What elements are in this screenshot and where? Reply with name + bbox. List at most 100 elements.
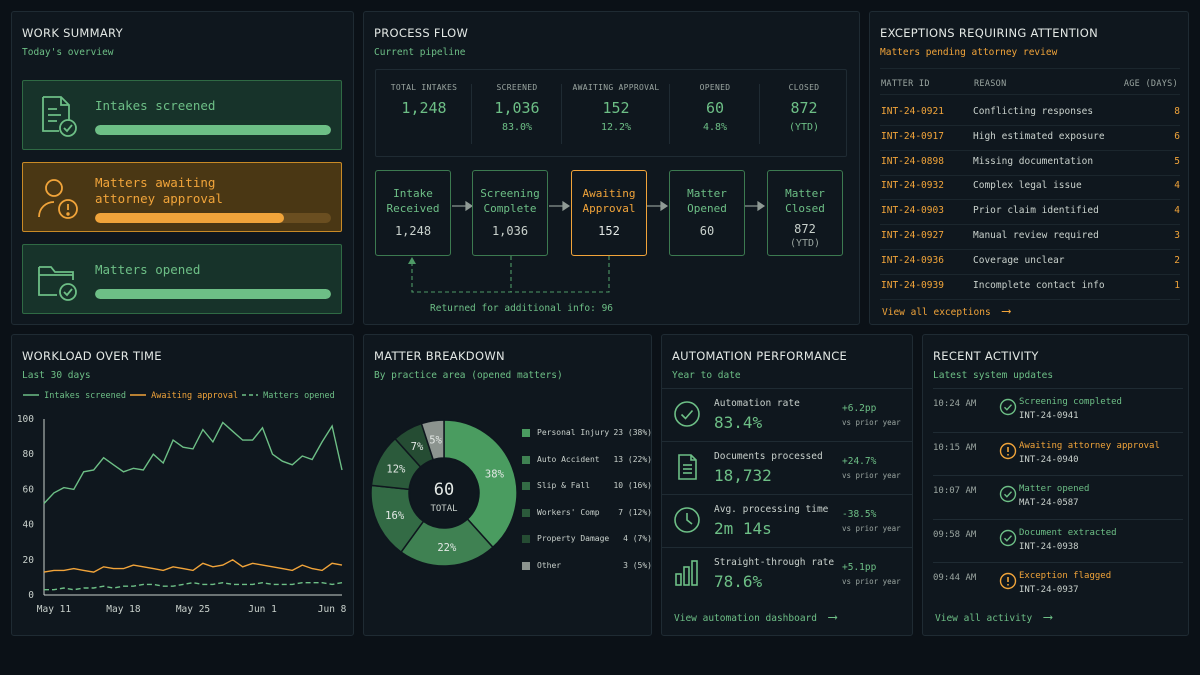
- legend-count: 23 (38%): [613, 428, 652, 437]
- legend-label: Slip & Fall: [537, 481, 590, 491]
- activity-event: Exception flagged: [1019, 571, 1112, 581]
- matter-id[interactable]: INT-24-0927: [881, 230, 944, 241]
- metric-period: vs prior year: [842, 418, 901, 427]
- activity-item[interactable]: 10:15 AM Awaiting attorney approval INT-24…: [933, 431, 1183, 475]
- node-subvalue: (YTD): [789, 238, 821, 249]
- matter-id[interactable]: INT-24-0932: [881, 180, 944, 192]
- node-value: 1,248: [394, 224, 432, 238]
- matter-id[interactable]: INT-24-0939: [881, 279, 944, 291]
- panel-subtitle: Latest system updates: [933, 370, 1054, 381]
- activity-time: 09:44 AM: [933, 573, 977, 583]
- matter-id[interactable]: INT-24-0917: [881, 130, 944, 142]
- matter-breakdown-panel: MATTER BREAKDOWN By practice area (opene…: [363, 334, 652, 636]
- legend-swatch: [23, 394, 39, 396]
- check-circle-icon: [674, 401, 700, 427]
- metric-value: 18,732: [714, 466, 772, 485]
- legend-label: Matters opened: [263, 391, 335, 401]
- awaiting-approval-card[interactable]: Matters awaiting attorney approval: [22, 162, 342, 232]
- reason: High estimated exposure: [973, 130, 1105, 142]
- legend-item: Slip & Fall 10 (16%): [522, 480, 651, 494]
- legend-swatch: [522, 535, 530, 544]
- table-row[interactable]: INT-24-0939 Incomplete contact info 1: [880, 274, 1180, 300]
- table-row[interactable]: INT-24-0898 Missing documentation 5: [880, 150, 1180, 176]
- legend-item: Other 3 (5%): [522, 560, 651, 574]
- table-row[interactable]: INT-24-0921 Conflicting responses 8: [880, 100, 1180, 126]
- clock-icon: [674, 507, 700, 533]
- view-automation-dashboard-link[interactable]: View automation dashboard ⟶: [674, 610, 837, 625]
- document-check-icon: [42, 96, 77, 137]
- progress-fill: [95, 125, 331, 135]
- flow-node-matter-closed[interactable]: Matter Closed 872 (YTD): [767, 170, 843, 256]
- node-label: Matter Opened: [687, 187, 727, 215]
- check-circle-icon: [999, 529, 1017, 546]
- metric-label: Avg. processing time: [714, 504, 829, 515]
- activity-event: Matter opened: [1019, 484, 1090, 494]
- activity-item[interactable]: 09:58 AM Document extracted INT-24-0938: [933, 518, 1183, 562]
- table-row[interactable]: INT-24-0927 Manual review required 3: [880, 224, 1180, 250]
- legend-count: 13 (22%): [613, 454, 652, 464]
- node-label: Screening Complete: [480, 187, 540, 215]
- divider: [471, 84, 472, 144]
- table-row[interactable]: INT-24-0932 Complex legal issue 4: [880, 174, 1180, 201]
- stat-closed: CLOSED 872 (YTD): [760, 70, 848, 156]
- progress-bar: [95, 125, 331, 135]
- activity-item[interactable]: 10:07 AM Matter opened MAT-24-0587: [933, 475, 1183, 518]
- flow-node-matter-opened[interactable]: Matter Opened 60: [669, 170, 745, 256]
- table-row[interactable]: INT-24-0903 Prior claim identified 4: [880, 199, 1180, 226]
- panel-subtitle: Last 30 days: [22, 370, 91, 381]
- exceptions-panel: EXCEPTIONS REQUIRING ATTENTION Matters p…: [869, 11, 1189, 325]
- slice-label: 22%: [437, 542, 457, 554]
- panel-subtitle: Matters pending attorney review: [880, 47, 1058, 58]
- flow-node-intake-received[interactable]: Intake Received 1,248: [375, 170, 451, 256]
- activity-item[interactable]: 10:24 AM Screening completed INT-24-0941: [933, 388, 1183, 431]
- x-tick-label: May 11: [37, 604, 72, 615]
- donut-hole: [410, 459, 478, 527]
- donut-slice: [420, 419, 445, 461]
- panel-subtitle: Year to date: [672, 370, 741, 381]
- view-all-activity-link[interactable]: View all activity ⟶: [935, 610, 1052, 625]
- node-label: Matter Closed: [785, 187, 825, 215]
- matter-id[interactable]: INT-24-0898: [881, 155, 944, 167]
- stat-screened: SCREENED 1,036 83.0%: [472, 70, 562, 156]
- legend-label: Intakes screened: [44, 391, 127, 401]
- stat-awaiting-approval: AWAITING APPROVAL 152 12.2%: [562, 70, 670, 156]
- flow-node-screening-complete[interactable]: Screening Complete 1,036: [472, 170, 548, 256]
- activity-time: 09:58 AM: [933, 529, 977, 540]
- legend-item: Workers' Comp 7 (12%): [522, 507, 651, 521]
- table-row[interactable]: INT-24-0917 High estimated exposure 6: [880, 125, 1180, 151]
- activity-id: INT-24-0937: [1019, 585, 1079, 595]
- metric-processing-time: Avg. processing time 2m 14s -38.5% vs pr…: [662, 494, 912, 547]
- matter-id[interactable]: INT-24-0921: [881, 106, 944, 117]
- link-label: View all exceptions: [882, 307, 991, 318]
- flow-node-awaiting-approval[interactable]: Awaiting Approval 152: [571, 170, 647, 256]
- alert-circle-icon: [999, 572, 1017, 590]
- intakes-screened-card[interactable]: Intakes screened: [22, 80, 342, 150]
- matter-id[interactable]: INT-24-0936: [881, 254, 944, 266]
- view-all-exceptions-link[interactable]: View all exceptions ⟶: [882, 304, 1010, 319]
- y-tick-label: 60: [23, 484, 35, 495]
- age-days: 2: [1174, 254, 1180, 266]
- matters-opened-card[interactable]: Matters opened: [22, 244, 342, 314]
- age-days: 3: [1174, 230, 1180, 241]
- metric-delta: -38.5%: [842, 509, 877, 520]
- reason: Complex legal issue: [973, 180, 1082, 192]
- panel-title: PROCESS FLOW: [374, 26, 469, 40]
- age-days: 4: [1174, 205, 1180, 217]
- activity-item[interactable]: 09:44 AM Exception flagged INT-24-0937: [933, 562, 1183, 605]
- panel-title: WORKLOAD OVER TIME: [22, 349, 162, 363]
- metric-straight-through-rate: Straight-through rate 78.6% +5.1pp vs pr…: [662, 547, 912, 600]
- legend-swatch: [522, 562, 530, 570]
- legend-item: Personal Injury 23 (38%): [522, 427, 652, 441]
- table-row[interactable]: INT-24-0936 Coverage unclear 2: [880, 249, 1180, 275]
- x-tick-label: Jun 1: [248, 604, 277, 615]
- reason: Coverage unclear: [973, 254, 1065, 266]
- age-days: 8: [1174, 106, 1180, 117]
- progress-bar: [95, 213, 331, 223]
- stat-percent: 4.8%: [702, 122, 728, 133]
- y-tick-label: 20: [23, 555, 35, 566]
- x-tick-label: Jun 8: [318, 604, 347, 615]
- legend-swatch: [130, 394, 146, 396]
- work-summary-panel: WORK SUMMARY Today's overview Intakes sc…: [11, 11, 354, 325]
- returned-note: Returned for additional info: 96: [430, 303, 614, 314]
- matter-id[interactable]: INT-24-0903: [881, 205, 944, 217]
